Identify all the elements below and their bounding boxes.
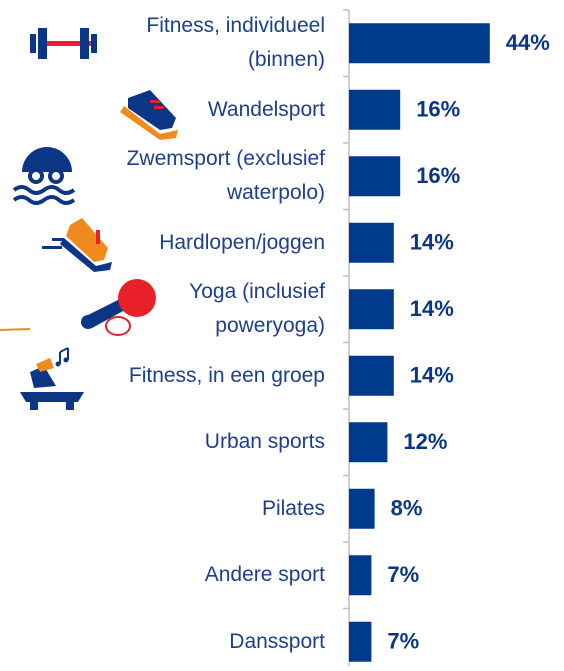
bar xyxy=(349,355,394,396)
icon-dumbbell xyxy=(30,28,97,59)
icon-shoe xyxy=(120,90,178,140)
icon-swimmer xyxy=(12,147,76,205)
category-label: Yoga (inclusief poweryoga) xyxy=(189,280,325,338)
bar xyxy=(349,23,490,64)
value-label: 7% xyxy=(387,629,419,654)
category-label: Wandelsport xyxy=(207,97,325,121)
value-label: 44% xyxy=(506,30,550,55)
bar xyxy=(349,289,394,330)
value-label: 14% xyxy=(410,363,454,388)
category-label: Urban sports xyxy=(204,430,325,454)
icon-step xyxy=(20,347,84,410)
value-label: 16% xyxy=(416,163,460,188)
bar xyxy=(349,222,394,263)
category-label: Fitness, in een groep xyxy=(128,363,325,387)
bar xyxy=(349,89,401,130)
bar xyxy=(349,156,401,197)
category-label: Hardlopen/joggen xyxy=(159,230,325,254)
value-label: 14% xyxy=(410,296,454,321)
value-label: 16% xyxy=(416,97,460,122)
value-label: 12% xyxy=(403,429,447,454)
category-label: Danssport xyxy=(229,629,325,653)
icon-running-shoe xyxy=(42,218,112,272)
bar xyxy=(349,488,375,529)
value-label: 14% xyxy=(410,230,454,255)
category-label: Zwemsport (exclusief waterpolo) xyxy=(126,147,325,205)
bar xyxy=(349,555,372,596)
bar xyxy=(349,621,372,662)
icon-yoga xyxy=(0,279,156,336)
category-label: Andere sport xyxy=(204,563,325,587)
bar xyxy=(349,422,388,463)
category-label: Fitness, individueel (binnen) xyxy=(146,14,325,72)
category-label: Pilates xyxy=(261,496,325,520)
value-label: 8% xyxy=(391,496,423,521)
value-label: 7% xyxy=(387,562,419,587)
